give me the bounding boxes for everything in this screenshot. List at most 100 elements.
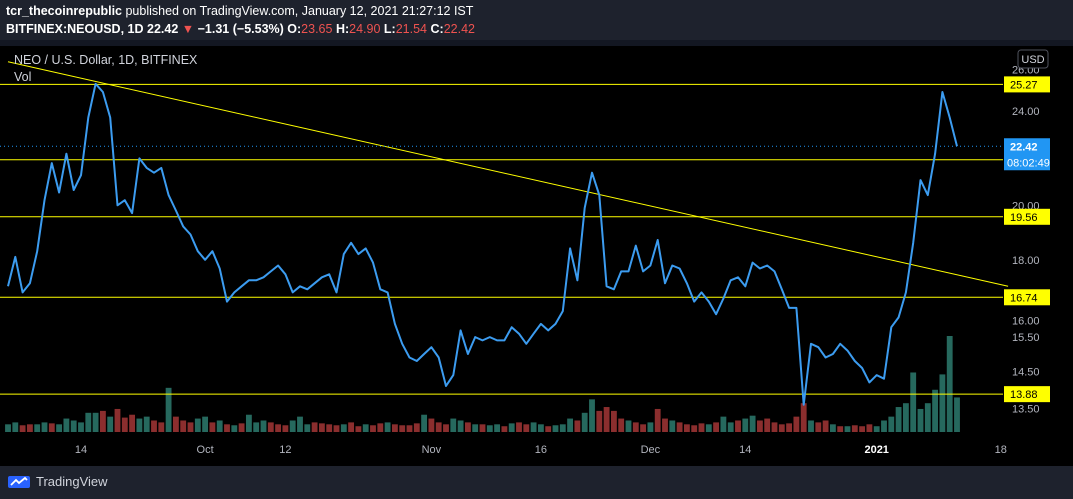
volume-bar bbox=[647, 422, 654, 432]
volume-bar bbox=[727, 422, 734, 432]
volume-bar bbox=[705, 424, 712, 432]
volume-bar bbox=[413, 423, 420, 432]
publish-info: tcr_thecoinrepublic published on Trading… bbox=[6, 4, 473, 18]
volume-bar bbox=[253, 422, 260, 432]
volume-bar bbox=[537, 424, 544, 432]
volume-bar bbox=[888, 416, 895, 432]
volume-bar bbox=[355, 426, 362, 432]
volume-bar bbox=[289, 420, 296, 432]
volume-bar bbox=[114, 408, 121, 432]
volume-bar bbox=[881, 420, 887, 432]
chart-pane[interactable]: 26.00 24.00 20.00 18.00 16.00 15.50 14.50 13.50… bbox=[0, 46, 1073, 466]
close-label: C: bbox=[430, 22, 444, 36]
tradingview-brand[interactable]: TradingView bbox=[8, 473, 108, 489]
volume-bar bbox=[172, 416, 179, 432]
volume-bar bbox=[589, 399, 595, 432]
price-series bbox=[7, 82, 958, 406]
volume-bar bbox=[676, 422, 683, 432]
volume-bar bbox=[121, 417, 128, 432]
low-label: L: bbox=[383, 22, 396, 36]
trendline-layer bbox=[0, 61, 1009, 287]
volume-bar bbox=[545, 426, 552, 432]
trendline[interactable] bbox=[7, 61, 1009, 287]
level-price-label: 19.56 bbox=[1010, 212, 1038, 224]
volume-bar bbox=[742, 418, 749, 432]
y-tick-label: 14.50 bbox=[1012, 367, 1040, 379]
volume-bar bbox=[391, 424, 398, 432]
volume-bar bbox=[829, 424, 836, 432]
volume-bar bbox=[508, 423, 515, 432]
volume-bar bbox=[5, 424, 11, 432]
volume-bar bbox=[399, 425, 406, 432]
volume-bar bbox=[954, 397, 960, 432]
volume-bar bbox=[377, 423, 384, 432]
volume-bar bbox=[932, 389, 939, 432]
volume-bar bbox=[786, 423, 793, 432]
volume-bar bbox=[202, 416, 209, 432]
volume-bars bbox=[5, 336, 960, 432]
volume-bar bbox=[78, 422, 84, 432]
tradingview-brand-text: TradingView bbox=[36, 473, 108, 489]
open-label: O: bbox=[287, 22, 302, 36]
volume-bar bbox=[691, 425, 698, 432]
author-name[interactable]: tcr_thecoinrepublic bbox=[6, 4, 122, 18]
symbol-ticker: BITFINEX:NEOUSD, 1D bbox=[6, 22, 144, 36]
volume-bar bbox=[450, 418, 457, 432]
volume-bar bbox=[129, 414, 136, 432]
volume-bar bbox=[552, 425, 559, 432]
volume-bar bbox=[85, 412, 92, 432]
volume-bar bbox=[143, 416, 150, 432]
volume-bar bbox=[523, 424, 530, 432]
volume-bar bbox=[713, 422, 720, 432]
volume-bar bbox=[844, 426, 851, 432]
volume-bar bbox=[720, 416, 727, 432]
volume-bar bbox=[479, 424, 486, 432]
footer: TradingView bbox=[0, 466, 1073, 499]
volume-bar bbox=[464, 422, 471, 432]
open-value: 23.65 bbox=[301, 22, 333, 36]
volume-label: Vol bbox=[14, 70, 31, 84]
level-price-tag bbox=[1004, 208, 1050, 225]
current-price-label: 22.42 bbox=[1010, 141, 1038, 153]
price-line[interactable] bbox=[7, 82, 958, 406]
x-tick-label: Dec bbox=[641, 444, 661, 456]
symbol-ohlc-line: BITFINEX:NEOUSD, 1D 22.42 ▼ −1.31 (−5.53… bbox=[6, 22, 475, 36]
volume-bar bbox=[822, 420, 829, 432]
volume-bar bbox=[348, 422, 355, 432]
volume-bar bbox=[12, 422, 19, 432]
last-price: 22.42 bbox=[147, 22, 179, 36]
volume-bar bbox=[859, 426, 866, 432]
volume-bar bbox=[216, 420, 223, 432]
volume-bar bbox=[939, 374, 946, 432]
volume-bar bbox=[443, 424, 449, 432]
volume-bar bbox=[151, 420, 157, 432]
volume-bar bbox=[92, 412, 99, 432]
volume-bar bbox=[209, 422, 216, 432]
volume-bar bbox=[530, 422, 537, 432]
volume-bar bbox=[282, 425, 289, 432]
volume-bar bbox=[581, 412, 588, 432]
volume-bar bbox=[749, 415, 756, 432]
volume-bar bbox=[654, 408, 661, 432]
volume-bar bbox=[698, 423, 705, 432]
x-tick-label: Nov bbox=[422, 444, 442, 456]
volume-bar bbox=[610, 410, 617, 432]
volume-bar bbox=[238, 423, 245, 432]
currency-badge[interactable] bbox=[1017, 49, 1049, 69]
volume-bar bbox=[333, 425, 340, 432]
currency-label: USD bbox=[1021, 54, 1044, 66]
volume-bar bbox=[107, 416, 114, 432]
volume-bar bbox=[435, 422, 442, 432]
price-chart[interactable]: 26.0024.0020.0018.0016.0015.5014.5013.50… bbox=[0, 46, 1073, 466]
volume-bar bbox=[669, 420, 676, 432]
volume-bar bbox=[808, 420, 814, 432]
volume-bar bbox=[26, 424, 33, 432]
volume-bar bbox=[406, 425, 413, 432]
volume-bar bbox=[41, 422, 48, 432]
x-tick-label: 12 bbox=[279, 444, 291, 456]
x-tick-label: Oct bbox=[197, 444, 214, 456]
volume-bar bbox=[56, 424, 63, 432]
volume-bar bbox=[837, 426, 844, 432]
volume-bar bbox=[297, 416, 303, 432]
volume-bar bbox=[778, 424, 785, 432]
